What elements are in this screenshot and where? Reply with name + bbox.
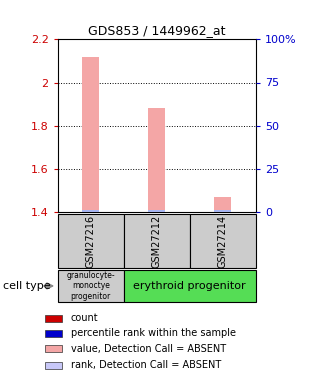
Text: granulocyte-
monoctye
progenitor: granulocyte- monoctye progenitor [66, 271, 115, 301]
Bar [45, 345, 62, 352]
Text: cell type: cell type [3, 281, 51, 291]
Bar [45, 315, 62, 322]
Bar [58, 214, 124, 268]
Bar [124, 214, 190, 268]
Text: rank, Detection Call = ABSENT: rank, Detection Call = ABSENT [71, 360, 221, 370]
Bar [45, 330, 62, 337]
Text: GSM27216: GSM27216 [86, 214, 96, 267]
Text: percentile rank within the sample: percentile rank within the sample [71, 328, 236, 338]
Bar [190, 214, 256, 268]
Text: GSM27212: GSM27212 [152, 214, 162, 268]
Bar [124, 270, 256, 302]
Bar [45, 362, 62, 369]
Bar [58, 270, 124, 302]
Text: GSM27214: GSM27214 [218, 214, 228, 267]
Title: GDS853 / 1449962_at: GDS853 / 1449962_at [88, 24, 225, 37]
Text: count: count [71, 313, 98, 323]
Bar [82, 210, 99, 212]
Text: value, Detection Call = ABSENT: value, Detection Call = ABSENT [71, 344, 226, 354]
Text: erythroid progenitor: erythroid progenitor [133, 281, 246, 291]
Bar [82, 57, 99, 212]
Bar [148, 108, 165, 212]
Bar [214, 197, 231, 212]
Bar [214, 210, 231, 212]
Bar [148, 210, 165, 212]
